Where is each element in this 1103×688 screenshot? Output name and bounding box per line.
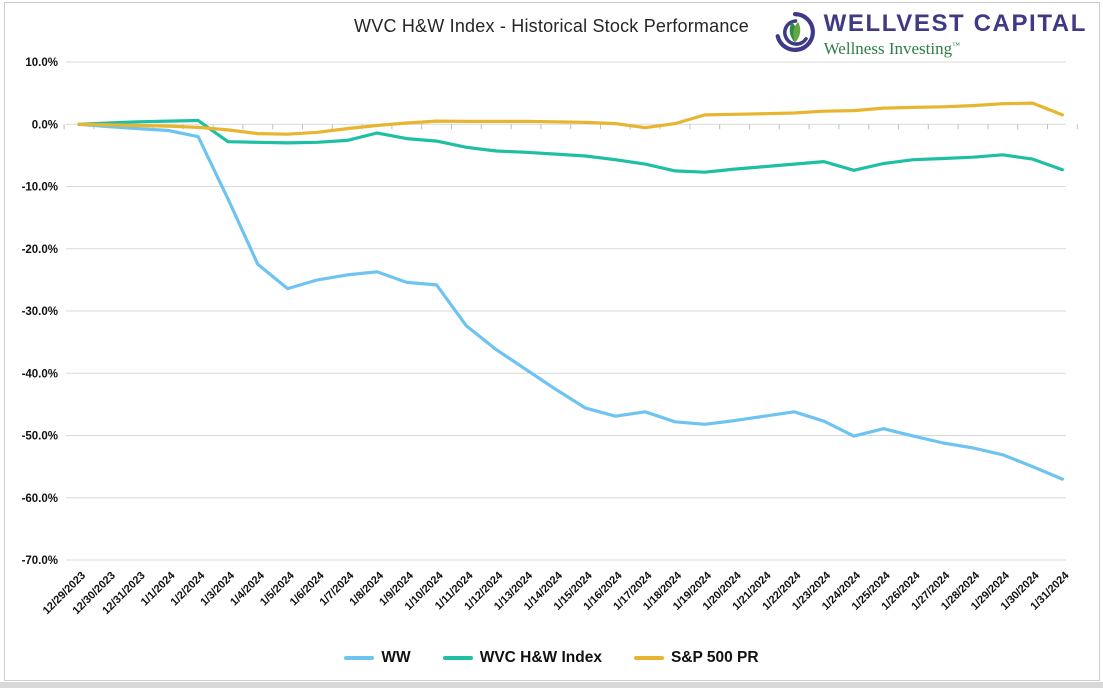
legend-label-ww: WW xyxy=(381,649,411,666)
gridlines xyxy=(66,61,1066,561)
wellvest-logo: WELLVEST CAPITAL Wellness Investing™ xyxy=(774,10,1087,59)
series-line-s-p-500-pr xyxy=(77,101,1065,136)
y-axis-label: -20.0% xyxy=(22,244,58,256)
y-axis-label: -50.0% xyxy=(22,431,58,443)
y-axis-label: -10.0% xyxy=(22,182,58,194)
legend-label-sp-500-pr: S&P 500 PR xyxy=(670,649,759,666)
legend: WW WVC H&W Index S&P 500 PR xyxy=(0,649,1103,667)
trademark-symbol: ™ xyxy=(952,39,960,49)
logo-text: WELLVEST CAPITAL Wellness Investing™ xyxy=(824,10,1087,59)
legend-swatch-sp-500-pr xyxy=(633,656,664,660)
y-axis-label: 10.0% xyxy=(25,57,58,69)
series-line-ww xyxy=(77,122,1065,481)
y-axis-labels: 10.0% 0.0% -10.0% -20.0% -30.0% -40.0% -50.0% -… xyxy=(22,57,58,567)
y-axis-label: -60.0% xyxy=(22,493,58,505)
series-line-wvc-h-w-index xyxy=(77,118,1065,174)
legend-item-sp-500-pr: S&P 500 PR xyxy=(633,649,759,667)
legend-item-wvc-hw-index: WVC H&W Index xyxy=(442,649,602,667)
x-axis-labels: 12/29/202312/30/202312/31/20231/1/20241/… xyxy=(41,569,1072,617)
page-title: WVC H&W Index - Historical Stock Perform… xyxy=(354,16,749,36)
logo-tagline-text: Wellness Investing xyxy=(823,38,953,58)
legend-label-wvc-hw-index: WVC H&W Index xyxy=(479,649,602,666)
legend-item-ww: WW xyxy=(344,649,411,667)
y-axis-label: -30.0% xyxy=(22,306,58,318)
y-axis-label: 0.0% xyxy=(32,119,58,131)
wellvest-swirl-icon xyxy=(775,12,815,52)
series-lines xyxy=(77,101,1065,481)
logo-tagline: Wellness Investing™ xyxy=(824,39,1087,59)
logo-name: WELLVEST CAPITAL xyxy=(823,10,1087,37)
legend-swatch-ww xyxy=(344,656,375,660)
legend-swatch-wvc-hw-index xyxy=(442,656,473,660)
y-axis-label: -70.0% xyxy=(22,555,58,567)
bottom-strip xyxy=(0,682,1103,688)
y-axis-label: -40.0% xyxy=(22,368,58,380)
